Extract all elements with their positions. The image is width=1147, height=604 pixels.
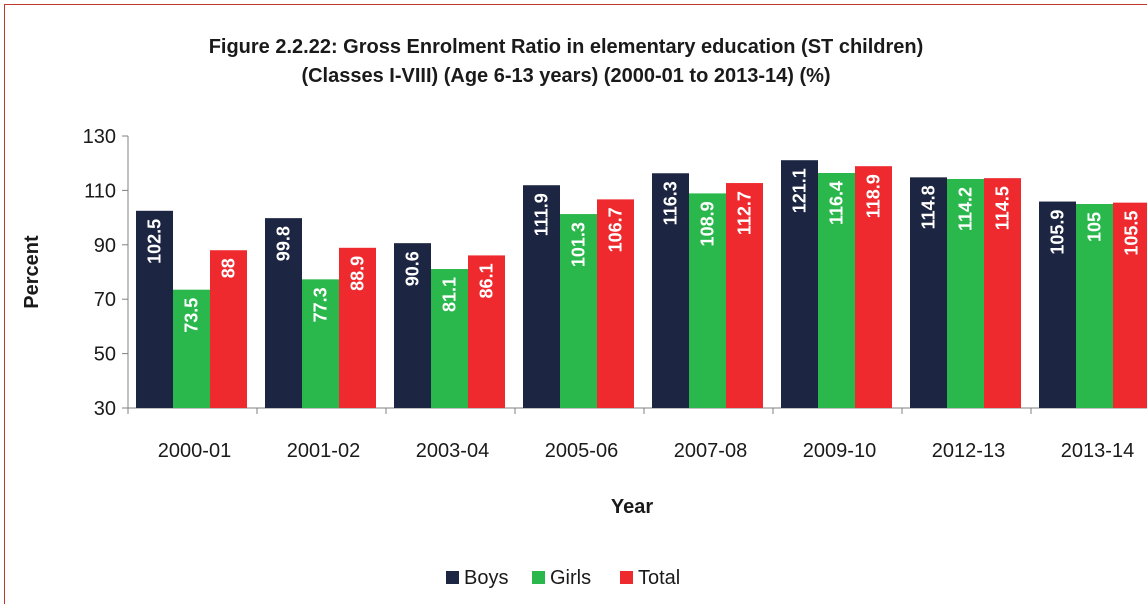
data-label: 121.1 bbox=[790, 168, 810, 213]
y-axis-title: Percent bbox=[21, 235, 43, 309]
data-label: 108.9 bbox=[698, 201, 718, 246]
bar-girls bbox=[818, 172, 855, 408]
bar-boys bbox=[265, 218, 302, 408]
legend: Boys Girls Total bbox=[446, 567, 680, 589]
bar-boys bbox=[523, 185, 560, 408]
data-label: 114.8 bbox=[919, 185, 939, 229]
data-label: 88.9 bbox=[348, 256, 368, 291]
y-tick-label: 50 bbox=[94, 344, 116, 366]
x-tick-label: 2012-13 bbox=[932, 440, 1005, 462]
legend-label-girls: Girls bbox=[550, 567, 591, 589]
y-tick-label: 30 bbox=[94, 398, 116, 420]
legend-label-boys: Boys bbox=[464, 567, 508, 589]
bar-girls bbox=[173, 289, 210, 408]
bar-boys bbox=[394, 243, 431, 408]
bar-total bbox=[1113, 202, 1147, 408]
data-label: 105.5 bbox=[1122, 211, 1142, 256]
bar-boys bbox=[136, 210, 173, 408]
bar-girls bbox=[431, 269, 468, 408]
bar-girls bbox=[1076, 204, 1113, 408]
legend-swatch-girls bbox=[532, 571, 545, 584]
x-tick-label: 2001-02 bbox=[287, 440, 360, 462]
x-axis: 2000-01 2001-02 2003-04 2005-06 2007-08 2009-… bbox=[127, 407, 1147, 462]
bar-total bbox=[339, 247, 376, 408]
data-label: 105.9 bbox=[1048, 210, 1068, 255]
y-tick-label: 90 bbox=[94, 235, 116, 257]
data-label: 77.3 bbox=[311, 287, 331, 322]
data-label: 114.2 bbox=[956, 187, 976, 231]
data-label: 101.3 bbox=[569, 222, 589, 267]
legend-swatch-boys bbox=[446, 571, 459, 584]
legend-label-total: Total bbox=[638, 567, 680, 589]
data-label: 118.9 bbox=[864, 174, 884, 218]
bar-total bbox=[984, 178, 1021, 408]
x-tick-label: 2013-14 bbox=[1061, 440, 1134, 462]
bar-total bbox=[210, 250, 247, 408]
y-tick-label: 130 bbox=[83, 126, 116, 148]
data-label: 90.6 bbox=[403, 251, 423, 286]
data-label: 81.1 bbox=[440, 277, 460, 312]
bar-boys bbox=[781, 160, 818, 408]
legend-swatch-total bbox=[620, 571, 633, 584]
bar-total bbox=[597, 199, 634, 408]
bar-girls bbox=[302, 279, 339, 408]
bar-boys bbox=[1039, 201, 1076, 408]
data-label: 116.4 bbox=[827, 181, 847, 225]
y-tick-label: 110 bbox=[84, 180, 116, 202]
bar-girls bbox=[947, 178, 984, 408]
data-label: 111.9 bbox=[532, 193, 552, 236]
x-tick-label: 2009-10 bbox=[803, 440, 876, 462]
data-label: 106.7 bbox=[606, 207, 626, 252]
y-tick-label: 70 bbox=[94, 289, 116, 311]
bar-girls bbox=[560, 214, 597, 408]
chart-frame bbox=[4, 4, 1147, 604]
data-label: 88 bbox=[219, 258, 239, 278]
data-label: 86.1 bbox=[477, 263, 497, 298]
x-axis-title: Year bbox=[611, 496, 653, 518]
bar-girls bbox=[689, 193, 726, 408]
bars: 102.5 99.8 90.6 111.9 116.3 121.1 114.8 105.9 73… bbox=[136, 160, 1147, 408]
chart-subtitle: (Classes I-VIII) (Age 6-13 years) (2000-… bbox=[301, 65, 830, 87]
y-axis: 30 50 70 90 110 130 bbox=[83, 126, 129, 420]
data-label: 99.8 bbox=[274, 226, 294, 261]
bar-boys bbox=[652, 173, 689, 408]
bar-boys bbox=[910, 177, 947, 408]
x-tick-label: 2005-06 bbox=[545, 440, 618, 462]
data-label: 105 bbox=[1085, 212, 1105, 242]
data-label: 114.5 bbox=[993, 186, 1013, 230]
x-tick-label: 2003-04 bbox=[416, 440, 489, 462]
bar-total bbox=[855, 166, 892, 408]
bar-total bbox=[468, 255, 505, 408]
data-label: 112.7 bbox=[735, 191, 755, 235]
chart-title: Figure 2.2.22: Gross Enrolment Ratio in … bbox=[209, 36, 924, 58]
data-label: 116.3 bbox=[661, 181, 681, 225]
x-tick-label: 2000-01 bbox=[158, 440, 231, 462]
bar-total bbox=[726, 183, 763, 408]
x-tick-label: 2007-08 bbox=[674, 440, 747, 462]
data-label: 102.5 bbox=[145, 219, 165, 264]
data-label: 73.5 bbox=[182, 298, 202, 333]
